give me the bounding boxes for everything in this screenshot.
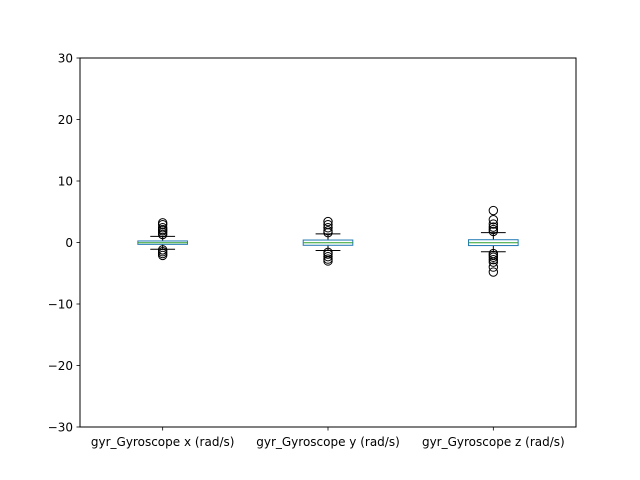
outlier-point	[488, 262, 499, 272]
outlier-point	[488, 222, 499, 232]
outlier-point	[488, 257, 499, 267]
y-tick-label: 20	[58, 113, 73, 127]
y-tick-label: 30	[58, 52, 73, 66]
x-tick-label: gyr_Gyroscope z (rad/s)	[422, 435, 565, 449]
plot-marks	[137, 205, 519, 277]
y-tick-label: 0	[65, 236, 73, 250]
outlier-point	[157, 223, 168, 233]
y-tick-label: −30	[48, 421, 73, 435]
box-group	[468, 205, 519, 277]
outlier-point	[323, 226, 333, 236]
x-tick-label: gyr_Gyroscope x (rad/s)	[91, 435, 235, 449]
y-tick-label: −10	[48, 298, 73, 312]
outlier-point	[488, 224, 499, 235]
outlier-point	[323, 223, 333, 233]
x-tick-label: gyr_Gyroscope y (rad/s)	[256, 435, 400, 449]
y-axis: −30 −20 −10 0 10 20 30	[48, 52, 80, 435]
outlier-point	[323, 219, 333, 230]
outlier-point	[157, 218, 168, 228]
outlier-point	[488, 252, 499, 262]
outlier-point	[323, 216, 333, 227]
box-group	[137, 218, 188, 261]
outlier-point	[488, 215, 499, 225]
x-axis: gyr_Gyroscope x (rad/s) gyr_Gyroscope y (…	[91, 427, 565, 449]
outlier-point	[157, 248, 168, 259]
y-tick-label: 10	[58, 175, 73, 189]
outlier-point	[323, 249, 333, 259]
outlier-point	[323, 251, 333, 262]
outlier-point	[157, 250, 168, 261]
outlier-point	[323, 256, 333, 266]
outlier-point	[488, 267, 499, 277]
outlier-point	[488, 205, 499, 216]
outlier-point	[488, 219, 499, 229]
box-group	[302, 216, 354, 266]
y-tick-label: −20	[48, 359, 73, 373]
outlier-point	[488, 255, 499, 265]
